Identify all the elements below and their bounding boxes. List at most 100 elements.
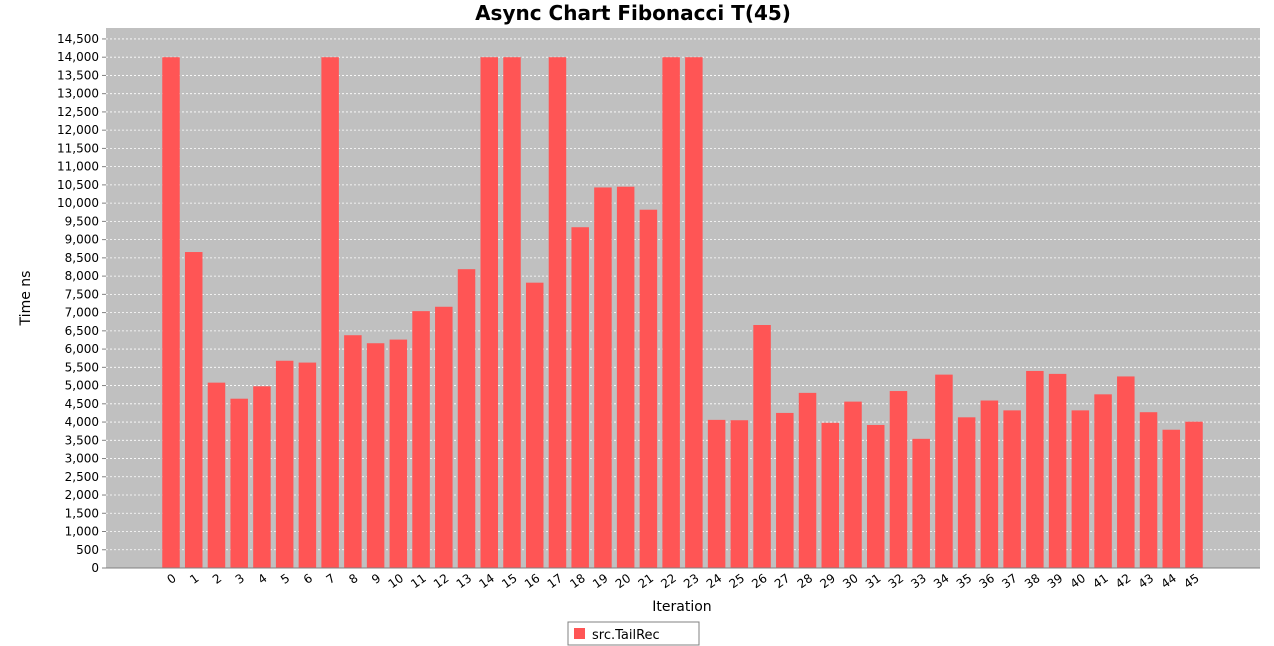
y-tick-label: 4,500 [65, 397, 99, 411]
bar [957, 417, 976, 568]
y-tick-label: 12,000 [57, 123, 99, 137]
x-tick-label: 3 [233, 571, 247, 587]
x-tick-label: 43 [1136, 571, 1157, 591]
bar [639, 209, 658, 568]
bars [162, 57, 1203, 569]
y-tick-label: 14,500 [57, 32, 99, 46]
bar [844, 401, 862, 568]
x-tick-label: 12 [431, 571, 452, 591]
y-tick-label: 5,500 [65, 360, 99, 374]
x-tick-label: 21 [636, 571, 657, 591]
bar [798, 392, 817, 568]
x-tick-label: 23 [681, 571, 702, 591]
x-tick-label: 5 [278, 571, 292, 587]
y-axis: 0 500 1,000 1,500 2,000 2,500 3,000 3,500 4,000 4… [57, 32, 106, 575]
x-tick-label: 20 [613, 571, 634, 591]
x-tick-label: 28 [795, 571, 816, 591]
chart-title: Async Chart Fibonacci T(45) [475, 1, 791, 25]
bar [1162, 429, 1181, 568]
y-tick-label: 6,500 [65, 324, 99, 338]
bar [935, 374, 953, 568]
x-tick-label: 1 [187, 571, 201, 587]
x-tick-label: 36 [977, 571, 998, 591]
plot-area [106, 28, 1260, 568]
x-tick-label: 33 [908, 571, 929, 591]
bar [1094, 394, 1112, 568]
bar [594, 187, 612, 568]
bar [1117, 376, 1135, 568]
bar [1139, 412, 1158, 568]
bar [275, 360, 294, 568]
x-tick-label: 41 [1090, 571, 1111, 591]
bar [730, 420, 749, 568]
x-tick-label: 32 [886, 571, 907, 591]
bar [162, 57, 180, 569]
bar [1003, 410, 1021, 568]
bar [230, 398, 248, 568]
y-tick-label: 2,500 [65, 470, 99, 484]
bar [821, 422, 840, 568]
x-tick-label: 35 [954, 571, 975, 591]
bar [1048, 373, 1067, 568]
x-tick-label: 26 [749, 571, 770, 591]
legend: src.TailRec [567, 621, 700, 646]
x-tick-label: 24 [704, 571, 725, 591]
bar [525, 282, 544, 568]
legend-label: src.TailRec [592, 628, 660, 643]
x-tick-label: 13 [454, 571, 475, 591]
y-tick-label: 11,500 [57, 141, 99, 155]
x-tick-label: 2 [210, 571, 224, 587]
y-tick-label: 7,500 [65, 287, 99, 301]
bar [776, 412, 794, 568]
y-tick-label: 8,500 [65, 251, 99, 265]
bar [344, 335, 362, 568]
bar [366, 343, 385, 568]
bar [571, 227, 589, 568]
y-tick-label: 9,000 [65, 233, 99, 247]
y-tick-label: 11,000 [57, 160, 99, 174]
y-tick-label: 2,000 [65, 488, 99, 502]
y-tick-label: 10,000 [57, 196, 99, 210]
x-tick-label: 27 [772, 571, 793, 591]
x-tick-label: 0 [164, 571, 178, 587]
x-tick-label: 34 [931, 571, 952, 591]
bar [412, 311, 430, 568]
x-tick-label: 16 [522, 571, 543, 591]
x-tick-label: 38 [1022, 571, 1043, 591]
x-tick-label: 37 [999, 571, 1020, 591]
x-tick-label: 7 [324, 571, 338, 587]
x-tick-label: 42 [1113, 571, 1134, 591]
x-tick-label: 44 [1158, 571, 1179, 591]
bar [321, 57, 339, 569]
bar [435, 306, 453, 568]
x-axis: 0 1 2 3 4 5 6 7 8 9 10 11 12 13 14 15 16 17 18 19 20 21 22 23 24… [106, 567, 1260, 591]
y-tick-label: 10,500 [57, 178, 99, 192]
y-tick-label: 3,000 [65, 452, 99, 466]
x-tick-label: 22 [658, 571, 679, 591]
y-tick-label: 6,000 [65, 342, 99, 356]
y-tick-label: 3,500 [65, 433, 99, 447]
bar [616, 186, 635, 568]
x-tick-label: 14 [476, 571, 497, 591]
bar [866, 424, 885, 568]
x-tick-label: 18 [567, 571, 588, 591]
bar [253, 386, 271, 568]
y-tick-label: 1,000 [65, 525, 99, 539]
x-tick-label: 29 [817, 571, 838, 591]
x-axis-label: Iteration [652, 599, 711, 615]
legend-swatch [574, 628, 585, 639]
x-tick-label: 9 [369, 571, 383, 587]
y-tick-label: 5,000 [65, 379, 99, 393]
bar [889, 391, 908, 568]
x-tick-label: 4 [255, 571, 269, 587]
bar [662, 57, 680, 569]
bar [457, 269, 476, 568]
y-tick-label: 1,500 [65, 506, 99, 520]
y-axis-label: Time ns [18, 271, 34, 327]
bar [685, 57, 703, 569]
x-tick-label: 31 [863, 571, 884, 591]
bar [548, 57, 567, 569]
y-tick-label: 13,500 [57, 68, 99, 82]
x-tick-label: 17 [545, 571, 566, 591]
